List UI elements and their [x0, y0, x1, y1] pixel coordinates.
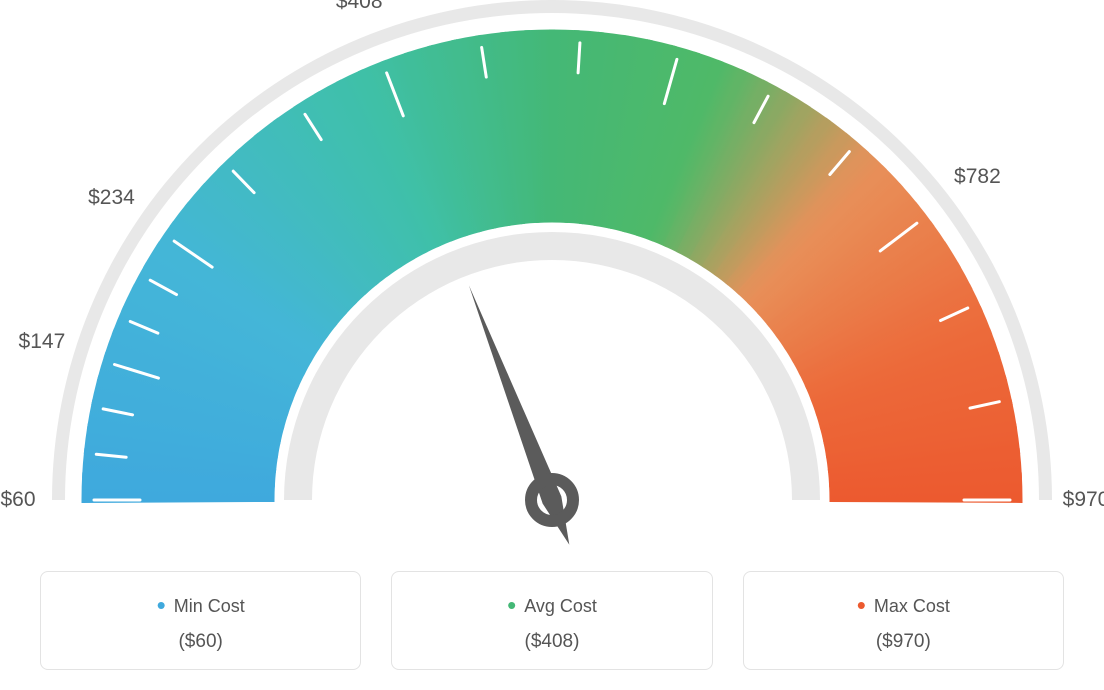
legend-title-min: Min Cost — [53, 590, 348, 621]
gauge-tick-label: $60 — [0, 488, 35, 512]
gauge-tick-label: $782 — [954, 165, 1001, 189]
gauge-tick-label: $234 — [88, 186, 135, 210]
legend-value-avg: ($408) — [404, 631, 699, 653]
gauge-area: $60$147$234$408$595$782$970 — [0, 0, 1104, 560]
legend-value-min: ($60) — [53, 631, 348, 653]
legend-title-avg: Avg Cost — [404, 590, 699, 621]
legend-card-avg: Avg Cost ($408) — [391, 571, 712, 670]
legend-row: Min Cost ($60) Avg Cost ($408) Max Cost … — [40, 571, 1064, 670]
legend-card-min: Min Cost ($60) — [40, 571, 361, 670]
gauge-tick-label: $408 — [336, 0, 383, 14]
legend-title-max: Max Cost — [756, 590, 1051, 621]
gauge-tick-label: $147 — [19, 330, 66, 354]
gauge-svg — [0, 0, 1104, 560]
cost-gauge-chart: $60$147$234$408$595$782$970 Min Cost ($6… — [0, 0, 1104, 690]
legend-card-max: Max Cost ($970) — [743, 571, 1064, 670]
gauge-tick-label: $970 — [1063, 488, 1104, 512]
legend-value-max: ($970) — [756, 631, 1051, 653]
